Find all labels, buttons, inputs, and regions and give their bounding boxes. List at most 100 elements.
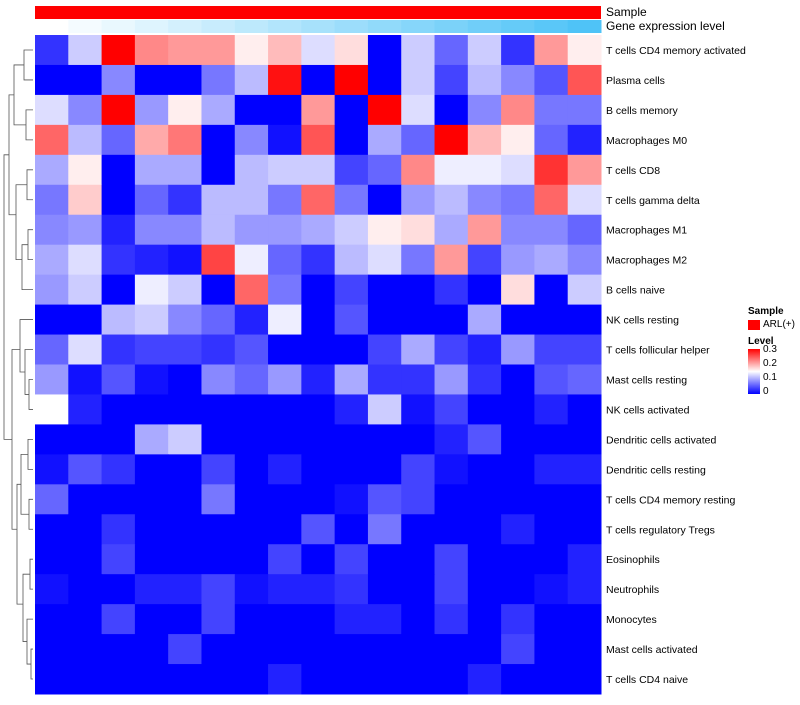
heatmap-cell	[334, 424, 369, 455]
heatmap-cell	[134, 664, 169, 695]
heatmap-cell	[467, 274, 502, 306]
heatmap-cell	[201, 484, 236, 515]
row-label: B cells memory	[606, 105, 679, 117]
heatmap-cell	[467, 484, 502, 515]
heatmap-cell	[234, 484, 269, 515]
heatmap-cell	[401, 664, 436, 695]
dendrogram-branch	[26, 169, 33, 201]
heatmap-cell	[101, 64, 136, 96]
heatmap-cell	[501, 484, 535, 515]
heatmap-cell	[334, 544, 369, 575]
heatmap-cell	[68, 424, 103, 455]
heatmap-cell	[68, 634, 103, 665]
heatmap-cell	[101, 364, 136, 395]
heatmap-cell	[101, 634, 136, 665]
heatmap-cell	[367, 514, 402, 545]
heatmap-cell	[434, 394, 469, 425]
heatmap-cell	[434, 604, 469, 635]
heatmap-cell	[268, 664, 302, 695]
heatmap-cell	[567, 574, 602, 605]
dendrogram-branch	[15, 184, 27, 261]
heatmap-cell	[35, 544, 69, 575]
expression-annotation-cell	[201, 20, 236, 33]
heatmap-cell	[567, 364, 602, 395]
heatmap-cell	[567, 94, 602, 126]
heatmap-cell	[35, 664, 69, 695]
heatmap-cell	[268, 94, 302, 126]
heatmap-cell	[134, 244, 169, 276]
heatmap-cell	[534, 124, 569, 156]
heatmap-cell	[68, 304, 103, 336]
heatmap-cell	[367, 94, 402, 126]
heatmap-cell	[401, 424, 436, 455]
heatmap-cell	[101, 35, 136, 66]
row-label: Monocytes	[606, 614, 657, 626]
dendrogram-branch	[29, 558, 33, 590]
heatmap-cell	[534, 424, 569, 455]
heatmap-cell	[301, 124, 336, 156]
heatmap-cell	[534, 364, 569, 395]
heatmap-cell	[467, 604, 502, 635]
heatmap-cell	[501, 214, 535, 246]
heatmap-cell	[35, 184, 69, 216]
heatmap-cell	[268, 334, 302, 365]
heatmap-cell	[401, 35, 436, 66]
heatmap-cell	[334, 244, 369, 276]
heatmap-cell	[234, 35, 269, 66]
row-label: T cells CD8	[606, 165, 660, 177]
dendrogram-branch	[19, 319, 33, 373]
heatmap-cell	[434, 94, 469, 126]
heatmap-cell	[201, 214, 236, 246]
heatmap-cell	[201, 514, 236, 545]
dendrogram-branch	[23, 49, 33, 81]
heatmap-cell	[35, 334, 69, 365]
heatmap-cell	[68, 394, 103, 425]
legend-color-bar	[748, 349, 760, 394]
heatmap-cell	[101, 124, 136, 156]
heatmap-cell	[467, 634, 502, 665]
heatmap-cell	[35, 484, 69, 515]
heatmap-cell	[268, 64, 302, 96]
heatmap-cell	[234, 394, 269, 425]
heatmap-cell	[68, 334, 103, 365]
heatmap-cell	[168, 154, 202, 186]
heatmap-cell	[35, 424, 69, 455]
heatmap-cell	[101, 664, 136, 695]
heatmap-cell	[101, 394, 136, 425]
heatmap-cell	[434, 574, 469, 605]
heatmap-cell	[35, 94, 69, 126]
heatmap-cell	[268, 454, 302, 485]
heatmap-cell	[434, 454, 469, 485]
heatmap-cell	[101, 334, 136, 365]
heatmap-cell	[467, 184, 502, 216]
heatmap-cell	[467, 514, 502, 545]
heatmap-cell	[567, 664, 602, 695]
heatmap-cell	[234, 274, 269, 306]
heatmap-cell	[201, 454, 236, 485]
row-label: T cells CD4 memory resting	[606, 494, 735, 506]
legend-tick-label: 0.2	[763, 358, 777, 369]
heatmap-cell	[101, 274, 136, 306]
heatmap-cell	[434, 634, 469, 665]
heatmap-cell	[168, 664, 202, 695]
heatmap-cell	[367, 454, 402, 485]
heatmap-cell	[268, 544, 302, 575]
heatmap-cell	[168, 94, 202, 126]
heatmap-cell	[401, 274, 436, 306]
heatmap-cell	[234, 514, 269, 545]
heatmap-cell	[567, 244, 602, 276]
expression-annotation-cell	[334, 20, 369, 33]
heatmap-cell	[367, 664, 402, 695]
heatmap-cell	[168, 35, 202, 66]
row-label: Eosinophils	[606, 554, 660, 566]
heatmap-cell	[367, 274, 402, 306]
heatmap-cell	[134, 124, 169, 156]
heatmap-cell	[401, 604, 436, 635]
heatmap-cell	[234, 454, 269, 485]
heatmap-cell	[501, 35, 535, 66]
heatmap-cell	[534, 304, 569, 336]
heatmap-cell	[68, 484, 103, 515]
heatmap-cell	[234, 334, 269, 365]
heatmap-cell	[501, 124, 535, 156]
heatmap-cell	[301, 484, 336, 515]
